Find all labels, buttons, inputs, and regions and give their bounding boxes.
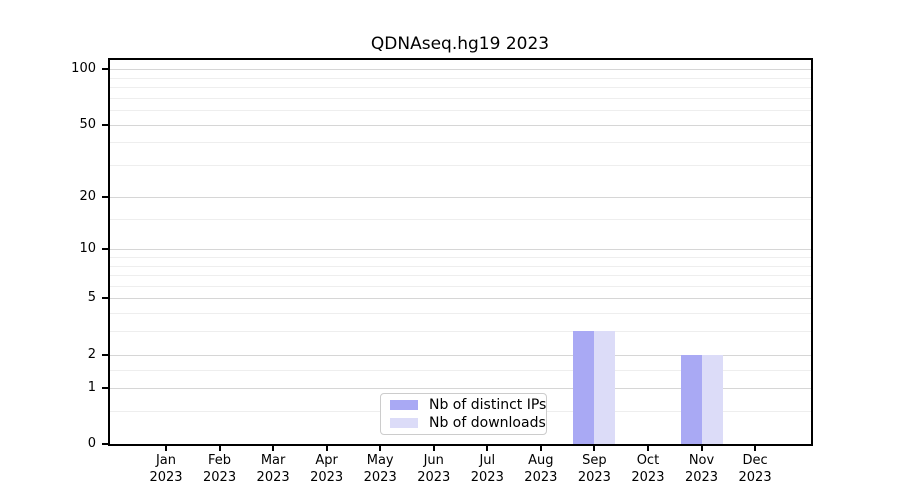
x-tick-label: Nov 2023	[684, 453, 719, 485]
legend-item-distinct-ips: Nb of distinct IPs	[390, 397, 546, 413]
x-tick-label: Mar 2023	[256, 453, 290, 485]
legend-swatch-distinct-ips	[390, 400, 418, 411]
y-tick-label: 50	[79, 116, 96, 132]
gridline-minor	[110, 369, 811, 371]
x-tick	[218, 446, 221, 451]
gridline-minor	[110, 265, 811, 267]
legend-label-distinct-ips: Nb of distinct IPs	[429, 397, 547, 414]
gridline-minor	[110, 257, 811, 258]
x-tick-label: Jan 2023	[149, 453, 183, 485]
bar-distinct-ips	[680, 354, 702, 444]
legend-item-downloads: Nb of downloads	[390, 415, 546, 431]
x-tick	[754, 446, 757, 451]
y-tick	[102, 297, 110, 300]
legend-swatch-downloads	[390, 417, 418, 428]
y-tick	[102, 68, 110, 71]
bar-distinct-ips	[573, 331, 595, 444]
gridline-major	[110, 298, 811, 300]
y-tick-label: 1	[87, 379, 96, 395]
x-tick	[272, 446, 275, 451]
legend: Nb of distinct IPs Nb of downloads	[380, 393, 547, 435]
legend-label-downloads: Nb of downloads	[429, 414, 546, 431]
x-tick-label: Dec 2023	[738, 453, 772, 485]
gridline-minor	[110, 110, 811, 112]
gridline-major	[110, 69, 811, 71]
x-tick	[325, 446, 328, 451]
gridline-major	[110, 249, 811, 251]
y-tick-label: 10	[79, 241, 96, 257]
x-tick-label: Sep 2023	[577, 453, 611, 485]
x-tick-label: Aug 2023	[524, 453, 558, 485]
gridline-major	[110, 124, 811, 126]
gridline-minor	[110, 331, 811, 333]
gridline-minor	[110, 87, 811, 89]
y-tick	[102, 443, 110, 445]
gridline-minor	[110, 275, 811, 277]
gridline-major	[110, 196, 811, 198]
gridline-minor	[110, 218, 811, 220]
gridline-major	[110, 354, 811, 356]
x-tick	[432, 446, 435, 451]
gridline-minor	[110, 97, 811, 99]
gridline-minor	[110, 165, 811, 167]
x-tick	[646, 446, 649, 451]
y-tick	[102, 386, 110, 389]
y-tick-label: 0	[87, 436, 96, 451]
gridline-minor	[110, 313, 811, 315]
x-tick-label: Apr 2023	[310, 453, 344, 485]
x-tick-label: Jun 2023	[417, 453, 451, 485]
y-tick-label: 20	[79, 188, 96, 204]
y-tick-label: 2	[87, 346, 96, 362]
x-tick-label: Jul 2023	[470, 453, 504, 485]
gridline-minor	[110, 142, 811, 144]
x-tick-label: May 2023	[363, 453, 397, 485]
x-tick	[539, 446, 542, 451]
x-tick	[486, 446, 489, 451]
y-tick	[102, 248, 110, 251]
x-tick	[700, 446, 703, 451]
x-tick	[593, 446, 596, 451]
x-tick	[165, 446, 167, 451]
chart-title: QDNAseq.hg19 2023	[370, 34, 550, 54]
y-tick	[102, 195, 110, 198]
gridline-minor	[110, 77, 811, 79]
bar-downloads	[701, 354, 723, 444]
gridline-major	[110, 387, 811, 389]
x-tick-label: Feb 2023	[203, 453, 237, 485]
x-tick-label: Oct 2023	[631, 453, 665, 485]
gridline-minor	[110, 285, 811, 287]
y-tick	[102, 123, 110, 126]
bar-downloads	[594, 331, 616, 444]
y-tick-label: 5	[87, 290, 96, 306]
y-tick	[102, 353, 110, 356]
y-tick-label: 100	[71, 61, 96, 77]
x-tick	[379, 446, 382, 451]
